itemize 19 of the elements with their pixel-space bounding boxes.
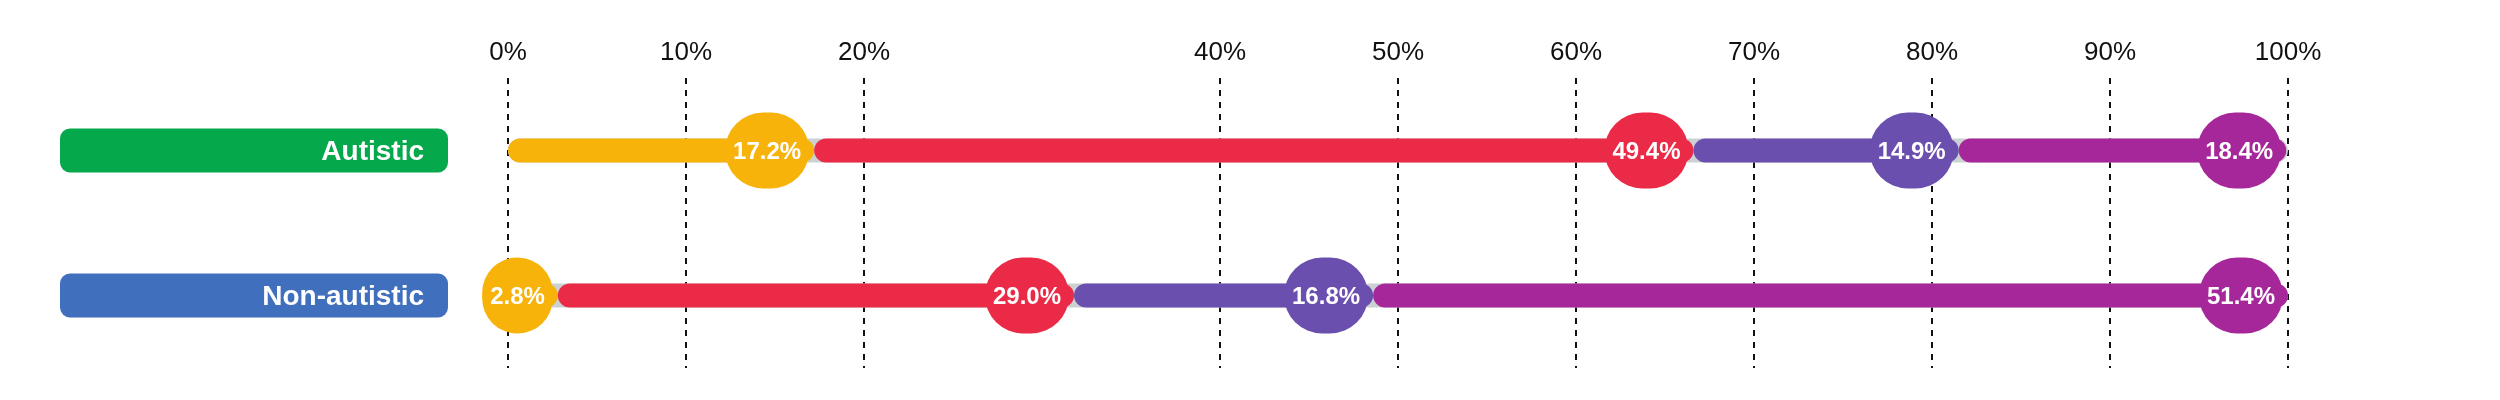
y-tick-label: Autistic (321, 135, 424, 166)
x-tick-label: 90% (2083, 36, 2137, 66)
x-tick-label: 80% (1905, 36, 1959, 66)
x-tick-label: 0% (489, 36, 527, 66)
data-label: 49.4% (1612, 137, 1681, 164)
data-label: 51.4% (2206, 282, 2275, 309)
x-tick-label: 20% (837, 36, 891, 66)
data-label: 14.9% (1877, 137, 1946, 164)
x-tick-label: 60% (1549, 36, 1603, 66)
data-label: 16.8% (1292, 282, 1361, 309)
x-tick-label: 100% (2254, 36, 2322, 66)
y-tick-label: Non-autistic (262, 280, 424, 311)
x-tick-label: 50% (1371, 36, 1425, 66)
data-label: 18.4% (2205, 137, 2274, 164)
data-label: 29.0% (992, 282, 1062, 309)
x-tick-label: 70% (1727, 36, 1781, 66)
x-tick-label: 40% (1193, 36, 1247, 66)
data-label: 17.2% (733, 137, 802, 164)
x-tick-label: 10% (659, 36, 713, 66)
